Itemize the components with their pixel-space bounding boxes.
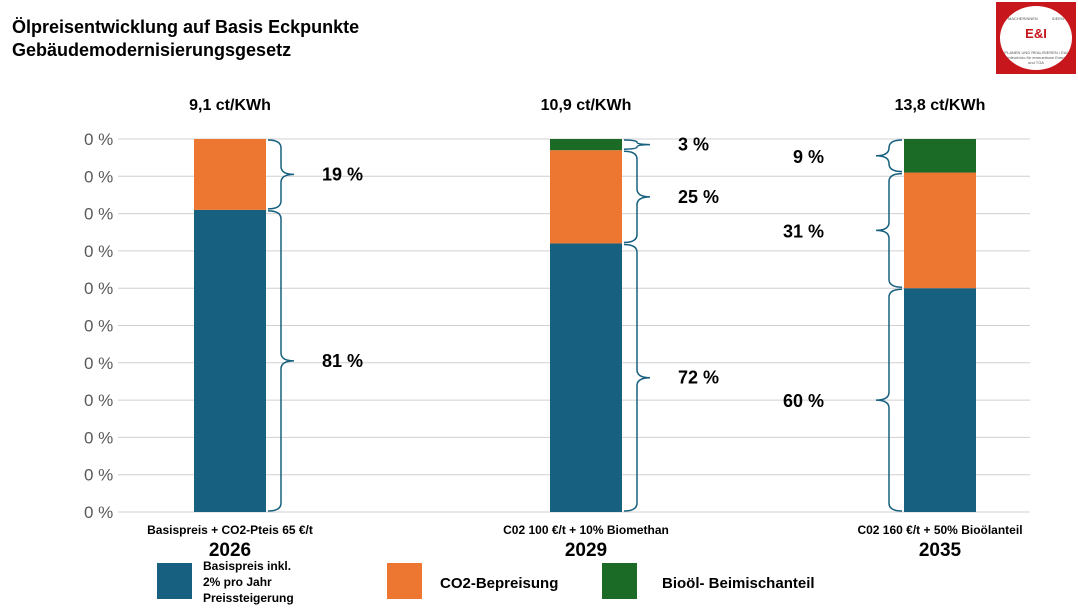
year-label: 2035 — [919, 540, 962, 561]
chart-title-line2: Gebäudemodernisierungsgesetz — [12, 40, 292, 60]
y-tick-label: 0 % — [84, 205, 113, 224]
bar-segment — [194, 209, 266, 512]
percent-label: 60 % — [783, 391, 824, 411]
y-tick-label: 0 % — [84, 130, 113, 149]
legend-label: Bioöl- Beimischanteil — [662, 575, 815, 592]
bar-segment — [904, 172, 976, 289]
scenario-label: Basispreis + CO2-Pteis 65 €/t — [147, 523, 313, 537]
y-tick-label: 0 % — [84, 466, 113, 485]
scenario-label: C02 160 €/t + 50% Bioölanteil — [857, 523, 1022, 537]
percent-label: 81 % — [322, 351, 363, 371]
year-label: 2029 — [565, 540, 607, 561]
y-tick-label: 0 % — [84, 317, 113, 336]
legend-label: 2% pro Jahr — [203, 575, 272, 589]
brain-lightbulb-logo-icon: MACHERINNEN IDEEN E&I PLANEN UND REALISI… — [1000, 6, 1072, 70]
legend-label: Basispreis inkl. — [203, 559, 291, 573]
y-tick-label: 0 % — [84, 354, 113, 373]
price-label: 10,9 ct/KWh — [541, 97, 632, 114]
bar-segment — [550, 139, 622, 151]
price-label: 13,8 ct/KWh — [895, 97, 986, 114]
brace — [623, 139, 651, 150]
company-logo: MACHERINNEN IDEEN E&I PLANEN UND REALISI… — [996, 2, 1076, 74]
logo-text-left: MACHERINNEN — [1008, 16, 1038, 21]
percent-label: 72 % — [678, 368, 719, 388]
bar-segment — [194, 139, 266, 210]
legend-swatch — [387, 563, 422, 599]
y-tick-label: 0 % — [84, 391, 113, 410]
legend-label: Preissteigerung — [203, 591, 294, 605]
logo-text-mid: E&I — [1025, 26, 1047, 41]
brace — [623, 243, 651, 512]
bar-segment — [550, 243, 622, 512]
y-tick-label: 0 % — [84, 242, 113, 261]
legend-label: CO2-Bepreisung — [440, 575, 558, 592]
percent-label: 31 % — [783, 221, 824, 241]
brace — [875, 288, 903, 512]
y-tick-label: 0 % — [84, 167, 113, 186]
percent-label: 19 % — [322, 164, 363, 184]
legend-swatch — [157, 563, 192, 599]
logo-text-bottom: PLANEN UND REALISIEREN / EAI Ingenieurbü… — [1000, 50, 1072, 65]
scenario-label: C02 100 €/t + 10% Biomethan — [503, 523, 669, 537]
brace — [875, 172, 903, 288]
price-label: 9,1 ct/KWh — [189, 97, 271, 114]
brace — [875, 139, 903, 173]
brace — [623, 150, 651, 244]
y-tick-label: 0 % — [84, 279, 113, 298]
year-label: 2026 — [209, 540, 251, 561]
brace — [267, 139, 295, 210]
legend-swatch — [602, 563, 637, 599]
percent-label: 3 % — [678, 135, 709, 155]
chart-title-line1: Ölpreisentwicklung auf Basis Eckpunkte — [12, 17, 360, 37]
chart-title: Ölpreisentwicklung auf Basis Eckpunkte G… — [12, 16, 359, 62]
y-tick-label: 0 % — [84, 428, 113, 447]
bar-segment — [904, 139, 976, 173]
logo-text-right: IDEEN — [1051, 16, 1064, 21]
y-tick-label: 0 % — [84, 503, 113, 522]
percent-label: 9 % — [793, 147, 824, 167]
bar-segment — [904, 288, 976, 512]
brace — [267, 210, 295, 512]
percent-label: 25 % — [678, 187, 719, 207]
bar-segment — [550, 150, 622, 244]
